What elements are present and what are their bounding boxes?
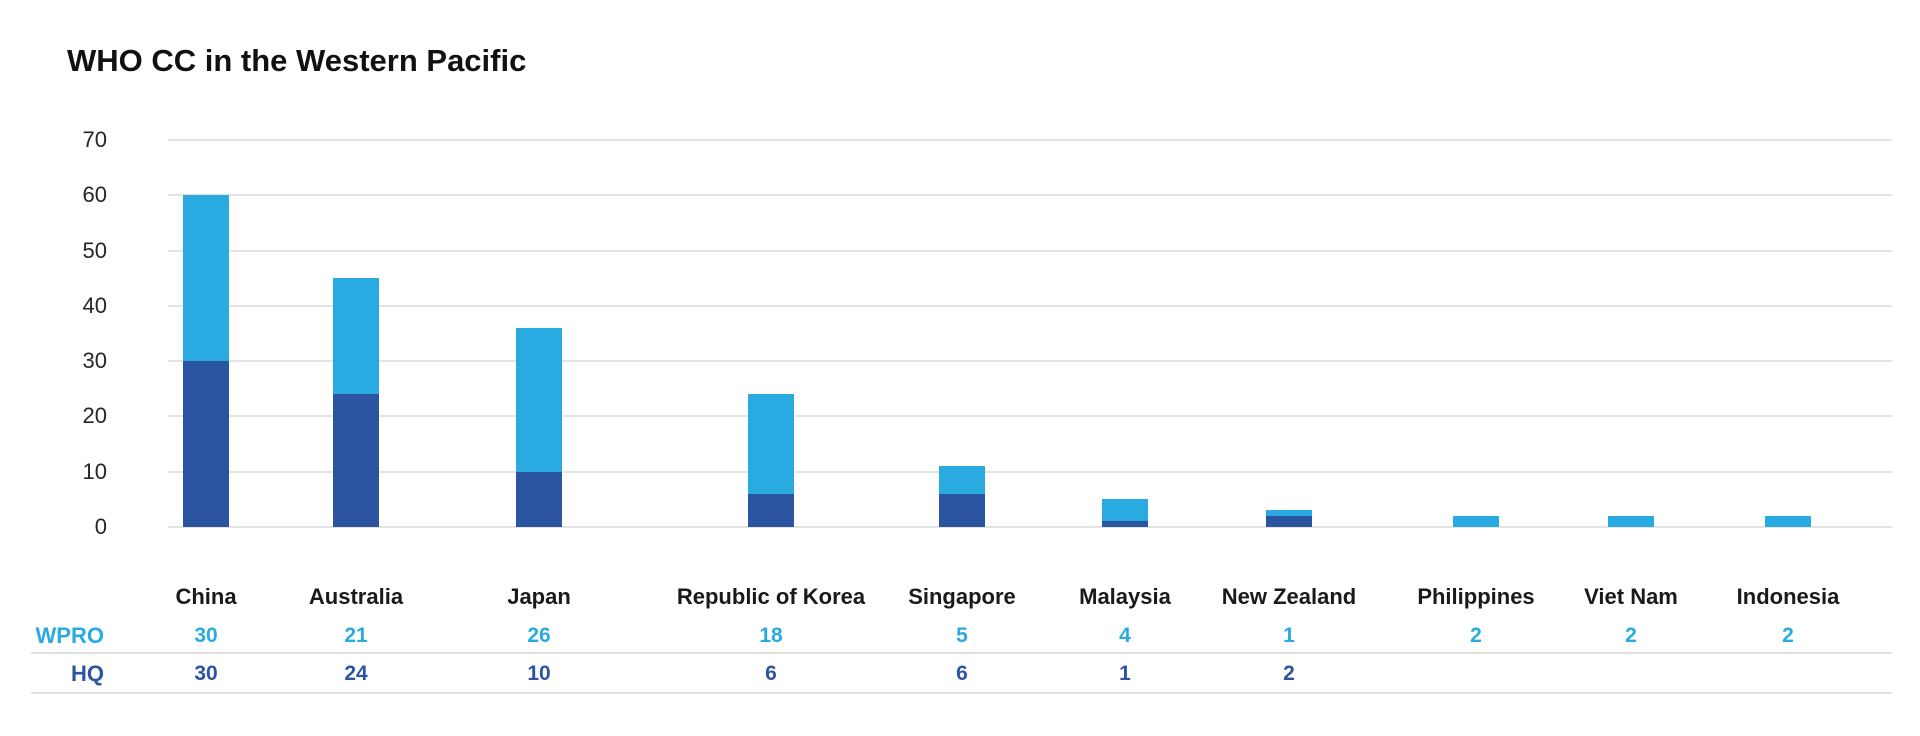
bar-hq-segment-japan (516, 471, 562, 527)
wpro-value-china: 30 (194, 624, 218, 647)
category-label-china: China (175, 584, 237, 609)
wpro-value-philippines: 2 (1470, 624, 1482, 647)
category-label-japan: Japan (507, 584, 571, 609)
bar-hq-segment-singapore (939, 493, 985, 527)
y-axis-tick-label: 70 (82, 126, 107, 152)
category-label-australia: Australia (308, 584, 404, 609)
bar-wpro-segment-new-zealand (1266, 510, 1312, 516)
y-axis-tick-label: 50 (82, 237, 107, 263)
gridline-30 (168, 360, 1892, 363)
hq-value-indonesia (1678, 660, 1898, 688)
category-label-republic-of-korea: Republic of Korea (676, 584, 866, 609)
wpro-value-republic-of-korea: 18 (759, 624, 783, 647)
hq-value-republic-of-korea: 6 (765, 662, 777, 685)
y-axis-tick-label: 60 (82, 182, 107, 208)
gridline-60 (168, 194, 1892, 197)
bar-wpro-segment-china (183, 195, 229, 362)
bar-wpro-segment-viet-nam (1608, 515, 1654, 527)
wpro-value-australia: 21 (344, 624, 368, 647)
wpro-row-label: WPRO (35, 623, 104, 648)
y-axis-tick-label: 40 (82, 292, 107, 318)
gridline-50 (168, 249, 1892, 252)
hq-value-australia: 24 (344, 662, 368, 685)
y-axis-tick-label: 10 (82, 458, 107, 484)
bar-wpro-segment-indonesia (1765, 515, 1811, 527)
hq-value-malaysia: 1 (1119, 662, 1131, 685)
wpro-value-viet-nam: 2 (1625, 624, 1637, 647)
bar-wpro-segment-malaysia (1102, 499, 1148, 522)
wpro-value-new-zealand: 1 (1283, 624, 1295, 647)
bar-hq-segment-malaysia (1102, 521, 1148, 527)
category-label-viet-nam: Viet Nam (1584, 584, 1678, 609)
y-axis-tick-label: 0 (94, 514, 107, 539)
bar-wpro-segment-philippines (1453, 515, 1499, 527)
bar-hq-segment-australia (333, 394, 379, 527)
bar-wpro-segment-republic-of-korea (748, 394, 794, 494)
category-label-indonesia: Indonesia (1736, 584, 1840, 609)
hq-value-new-zealand: 2 (1283, 662, 1295, 685)
gridline-20 (168, 415, 1892, 418)
y-axis-tick-label: 30 (82, 348, 107, 374)
hq-value-china: 30 (194, 662, 218, 685)
gridline-10 (168, 470, 1892, 473)
bar-wpro-segment-japan (516, 327, 562, 472)
hq-row-label: HQ (71, 661, 104, 686)
gridline-0 (168, 526, 1892, 528)
gridline-40 (168, 304, 1892, 307)
gridline-70 (168, 138, 1892, 141)
hq-value-singapore: 6 (956, 662, 968, 685)
bar-hq-segment-china (183, 361, 229, 527)
wpro-value-singapore: 5 (956, 624, 968, 647)
wpro-value-indonesia: 2 (1782, 624, 1794, 647)
y-axis-tick-label: 20 (82, 403, 107, 429)
category-label-singapore: Singapore (908, 584, 1016, 609)
wpro-value-malaysia: 4 (1119, 624, 1131, 647)
table-separator-line (31, 652, 1892, 654)
category-label-philippines: Philippines (1417, 584, 1535, 609)
chart-title: WHO CC in the Western Pacific (67, 43, 527, 78)
bar-hq-segment-republic-of-korea (748, 493, 794, 527)
table-bottom-line (31, 692, 1892, 694)
bar-wpro-segment-australia (333, 278, 379, 395)
bar-wpro-segment-singapore (939, 466, 985, 494)
category-label-malaysia: Malaysia (1079, 584, 1171, 609)
category-label-new-zealand: New Zealand (1221, 584, 1357, 609)
bar-hq-segment-new-zealand (1266, 515, 1312, 527)
hq-value-japan: 10 (527, 662, 551, 685)
wpro-value-japan: 26 (527, 624, 551, 647)
